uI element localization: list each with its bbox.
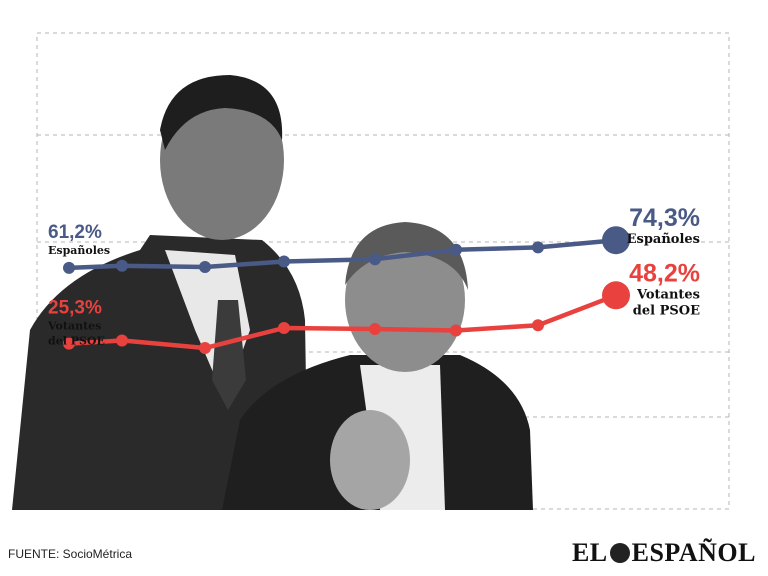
data-point: [532, 319, 544, 332]
lion-head-icon: [609, 543, 630, 563]
start-value-label: 25,3%: [48, 298, 102, 319]
series-line: [66, 237, 619, 271]
end-value-label: 48,2%: [629, 259, 700, 287]
logo-text-right: ESPAÑOL: [631, 538, 756, 567]
start-sub-label: Votantes: [47, 320, 101, 333]
end-point: [602, 281, 630, 310]
data-point: [199, 261, 211, 274]
series-espanoles: [63, 226, 630, 274]
line-chart: 61,2%Españoles74,3%Españoles25,3%Votante…: [12, 32, 730, 510]
photo-left-person: [12, 75, 308, 510]
start-sub-label: del PSOE: [48, 335, 105, 348]
series-line: [66, 293, 619, 351]
data-point: [63, 261, 75, 274]
data-point: [532, 241, 544, 254]
logo-text-left: EL: [571, 538, 608, 567]
data-point: [116, 334, 128, 347]
end-value-label: 74,3%: [629, 204, 700, 232]
start-sub-label: Españoles: [48, 244, 110, 257]
data-point: [199, 342, 211, 355]
data-point: [450, 324, 462, 337]
data-point: [278, 322, 290, 335]
series-votantes-psoe: [63, 281, 630, 355]
data-point: [278, 255, 290, 268]
end-point: [602, 226, 630, 255]
start-value-label: 61,2%: [48, 222, 102, 243]
end-sub-label: del PSOE: [633, 303, 700, 318]
end-sub-label: Votantes: [636, 287, 700, 302]
label-layer: 61,2%Españoles74,3%Españoles25,3%Votante…: [47, 204, 700, 347]
data-point: [63, 337, 75, 350]
publisher-logo: EL ESPAÑOL: [572, 538, 756, 568]
end-sub-label: Españoles: [627, 232, 700, 247]
source-note: FUENTE: SocioMétrica: [8, 547, 133, 561]
data-point: [369, 323, 381, 336]
data-point: [450, 243, 462, 256]
data-point: [116, 259, 128, 272]
data-point: [369, 253, 381, 266]
series-layer: [63, 226, 630, 355]
